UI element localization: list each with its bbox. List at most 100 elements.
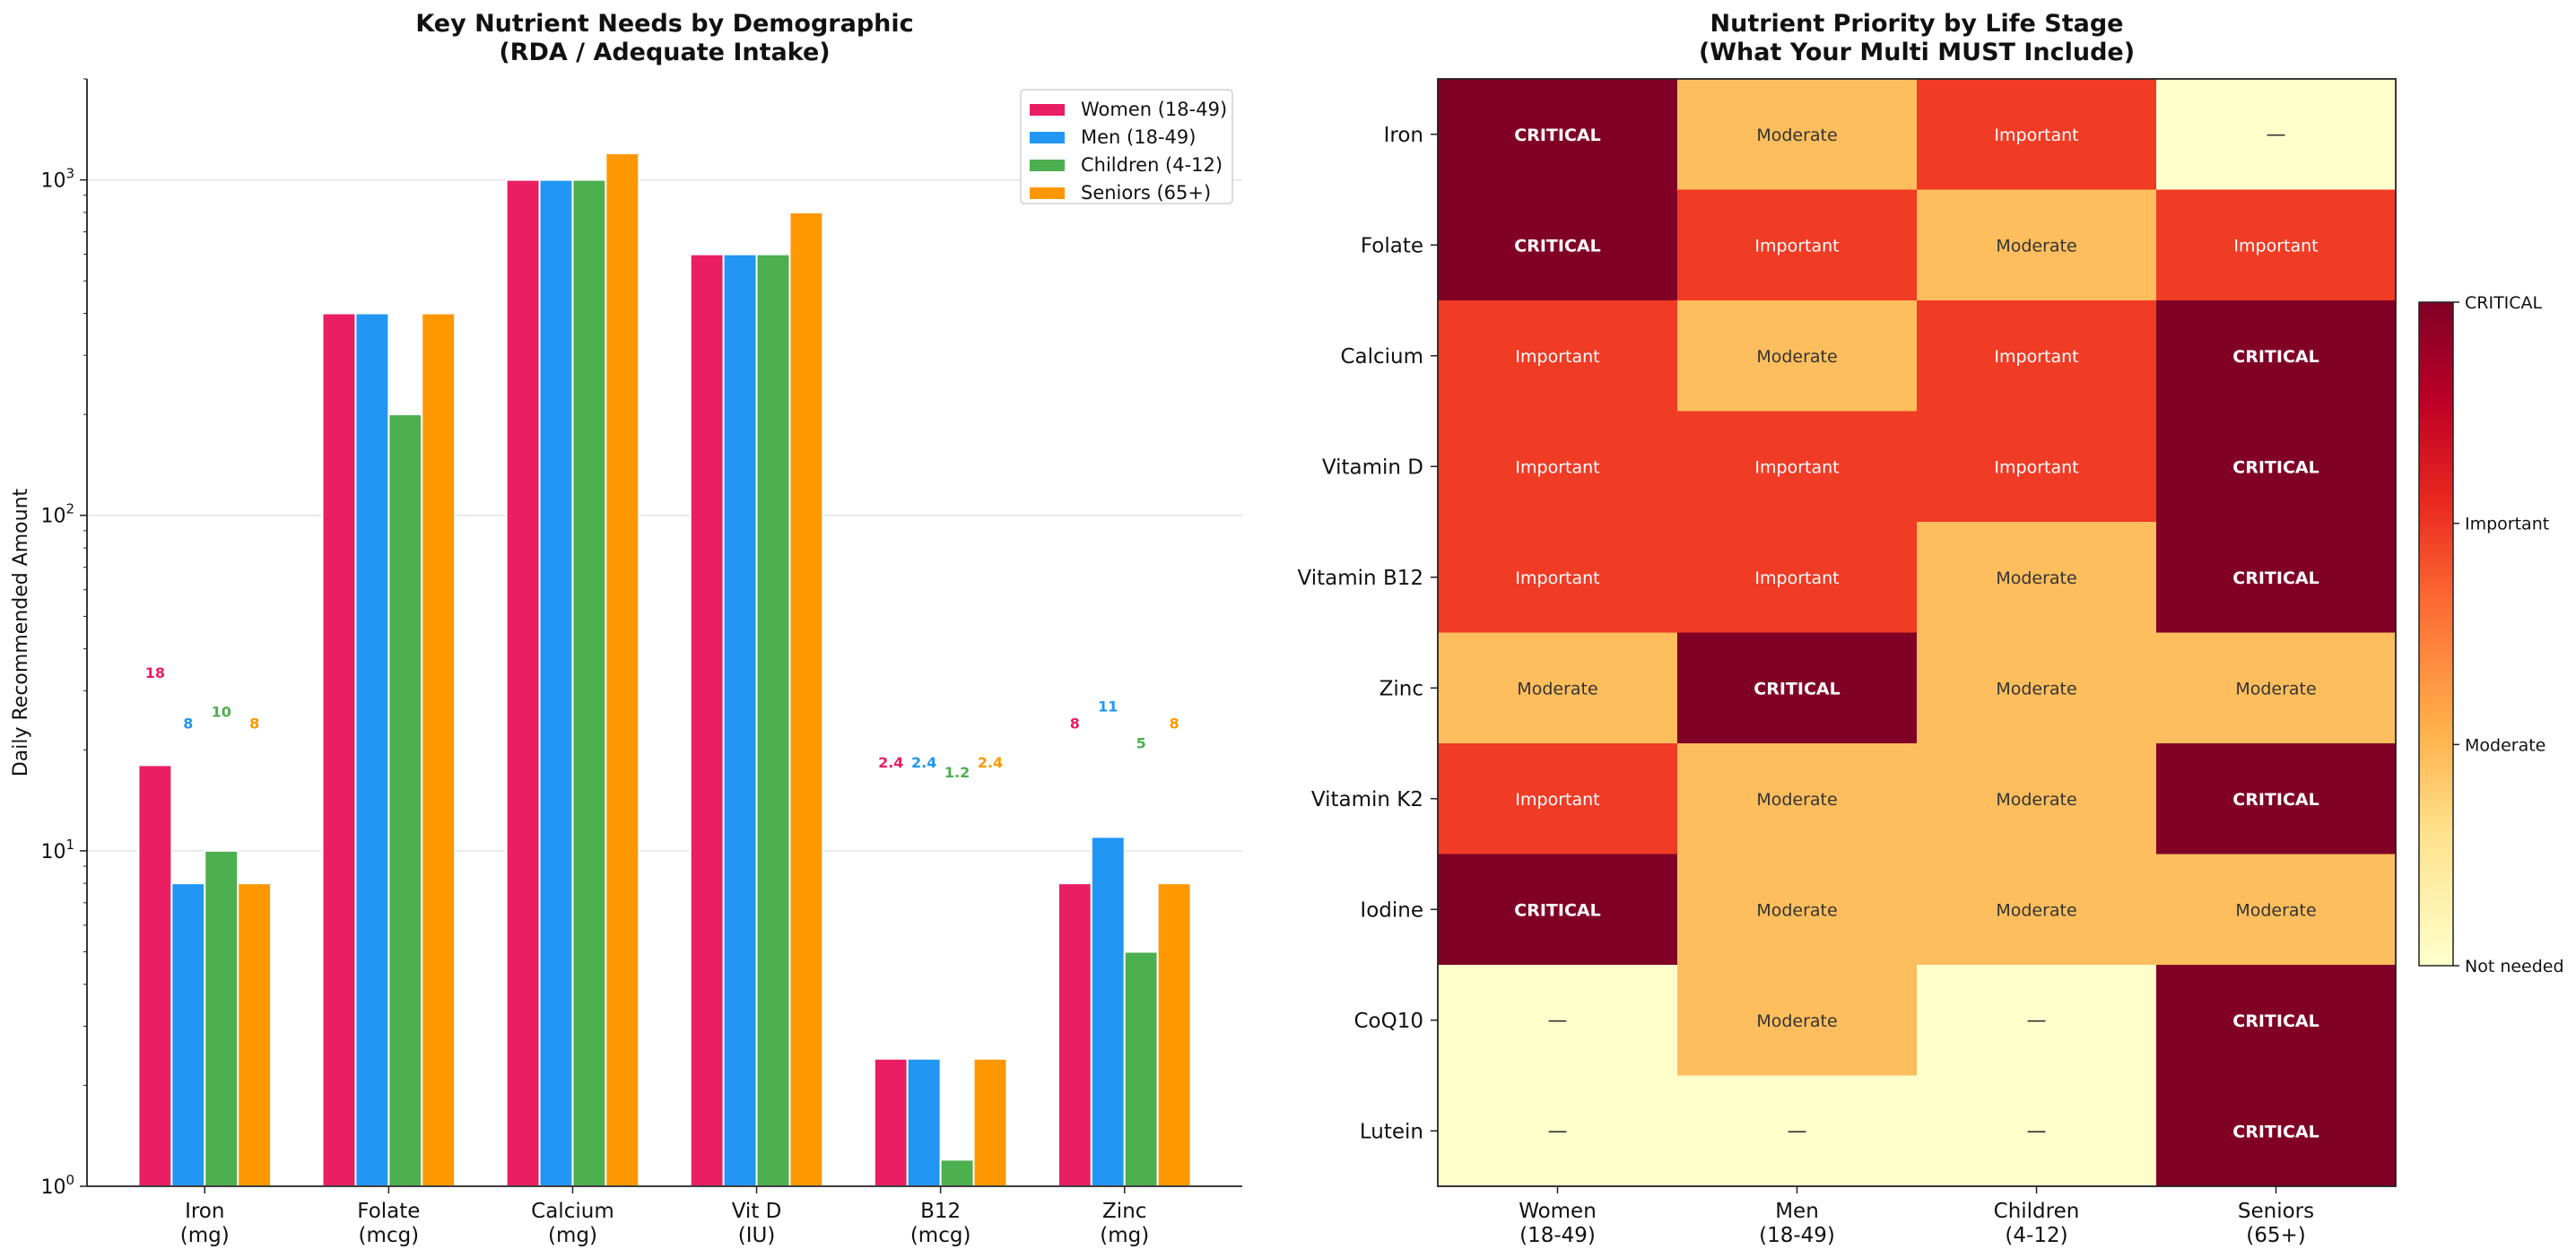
colorbar-tick-label: Moderate	[2465, 735, 2546, 755]
cell-label: —	[1548, 1120, 1568, 1142]
row-label: Vitamin B12	[1298, 567, 1423, 590]
x-tick-label: B12 (mcg)	[910, 1200, 971, 1247]
cell-label: Important	[1754, 568, 1839, 588]
bar	[1156, 882, 1192, 1187]
legend-label: Men (18-49)	[1081, 126, 1196, 148]
bar	[873, 1057, 909, 1187]
y-tick-label: 100	[40, 1172, 74, 1199]
legend-swatch	[1030, 132, 1065, 143]
cell-label: Moderate	[1756, 790, 1837, 810]
heatmap-cell	[1438, 411, 1678, 523]
colorbar-tick-label: Important	[2465, 515, 2549, 534]
legend: Women (18-49) Men (18-49) Children (4-12) S…	[1020, 89, 1233, 204]
colorbar: Not needed Moderate Important CRITICAL	[2418, 293, 2564, 976]
colorbar-gradient	[2418, 301, 2454, 967]
colorbar-tick-label: CRITICAL	[2465, 293, 2543, 313]
cell-label: Moderate	[1756, 900, 1837, 920]
data-label: 8	[249, 716, 259, 733]
heatmap-cell	[1917, 300, 2157, 412]
bar	[1057, 882, 1092, 1187]
bar	[605, 152, 640, 1188]
cell-label: —	[1548, 1010, 1568, 1032]
cell-label: Important	[1754, 236, 1839, 256]
cell-label: Important	[1994, 457, 2078, 477]
heatmap-cell	[1677, 743, 1918, 855]
bar	[571, 178, 607, 1187]
cell-label: Important	[1994, 347, 2078, 367]
row-label: CoQ10	[1353, 1010, 1423, 1033]
legend-swatch	[1030, 187, 1065, 199]
bar	[170, 882, 206, 1187]
column-label: Men (18-49)	[1759, 1200, 1835, 1247]
heatmap-cell	[2156, 189, 2397, 301]
bar	[939, 1158, 975, 1187]
cell-label: Important	[2233, 236, 2318, 256]
heatmap-cell	[2156, 743, 2397, 855]
cell-label: Moderate	[2235, 900, 2316, 920]
heatmap-cell	[1438, 1075, 1678, 1187]
x-tick-label: Folate (mcg)	[357, 1200, 420, 1247]
cell-label: Moderate	[1996, 900, 2076, 920]
heatmap-cell	[1438, 743, 1678, 855]
bar	[906, 1057, 942, 1187]
heatmap-cell	[2156, 300, 2397, 412]
heatmap-cell	[1677, 522, 1918, 633]
heatmap-cell	[1917, 189, 2157, 301]
heatmap-cell	[1438, 632, 1678, 744]
column-label: Children (4-12)	[1994, 1200, 2080, 1247]
heatmap-cell	[1438, 189, 1678, 301]
heatmap-cell	[2156, 632, 2397, 744]
cell-label: CRITICAL	[1514, 900, 1600, 920]
heatmap-cell	[1677, 1075, 1918, 1187]
heatmap-cell	[2156, 854, 2397, 966]
cell-label: CRITICAL	[1514, 126, 1600, 145]
heatmap-title: Nutrient Priority by Life Stage (What You…	[1699, 10, 2135, 66]
cell-label: Important	[1994, 126, 2078, 145]
heatmap-cell	[2156, 965, 2397, 1076]
row-label: Calcium	[1340, 345, 1423, 369]
cell-label: —	[2027, 1010, 2047, 1032]
cell-label: Important	[1754, 457, 1839, 477]
cell-label: CRITICAL	[2232, 790, 2319, 810]
data-label: 8	[1070, 716, 1080, 733]
cell-label: —	[2027, 1120, 2047, 1142]
data-label: 18	[145, 664, 165, 681]
cell-label: Important	[1515, 347, 1599, 367]
bar	[972, 1057, 1008, 1187]
heatmap-cell	[2156, 1075, 2397, 1187]
bar	[321, 312, 357, 1187]
cell-label: CRITICAL	[2232, 1011, 2319, 1031]
heatmap-cell	[1917, 854, 2157, 966]
heatmap-cell	[1917, 79, 2157, 190]
cell-label: CRITICAL	[2232, 1122, 2319, 1141]
cell-label: CRITICAL	[2232, 347, 2319, 367]
data-label: 2.4	[911, 754, 936, 771]
legend-swatch	[1030, 160, 1065, 171]
heatmap-cell	[1917, 632, 2157, 744]
cell-label: Important	[1515, 568, 1599, 588]
bar	[237, 882, 273, 1187]
cell-label: Important	[1515, 457, 1599, 477]
column-label: Women (18-49)	[1519, 1200, 1597, 1247]
heatmap-cell	[1438, 522, 1678, 633]
row-label: Iodine	[1360, 898, 1423, 922]
y-tick-label: 103	[40, 166, 74, 193]
bar-chart: Key Nutrient Needs by Demographic (RDA / …	[10, 10, 1242, 1247]
bar	[788, 211, 824, 1188]
y-axis-label: Daily Recommended Amount	[10, 488, 32, 776]
heatmap-cell	[1677, 965, 1918, 1076]
cell-label: CRITICAL	[2232, 568, 2319, 588]
heatmap-frame	[1437, 78, 2397, 1187]
heatmap-cell	[1917, 965, 2157, 1076]
bar-chart-title: Key Nutrient Needs by Demographic (RDA / …	[415, 10, 913, 66]
cell-label: Moderate	[1756, 347, 1837, 367]
heatmap-cell	[1438, 79, 1678, 190]
row-label: Iron	[1384, 124, 1423, 147]
x-tick-label: Vit D (IU)	[732, 1200, 782, 1247]
bar	[421, 312, 457, 1187]
cell-label: CRITICAL	[1754, 679, 1840, 698]
cell-label: Moderate	[1996, 790, 2076, 810]
heatmap-cell	[1677, 189, 1918, 301]
cell-label: Moderate	[1996, 679, 2076, 698]
